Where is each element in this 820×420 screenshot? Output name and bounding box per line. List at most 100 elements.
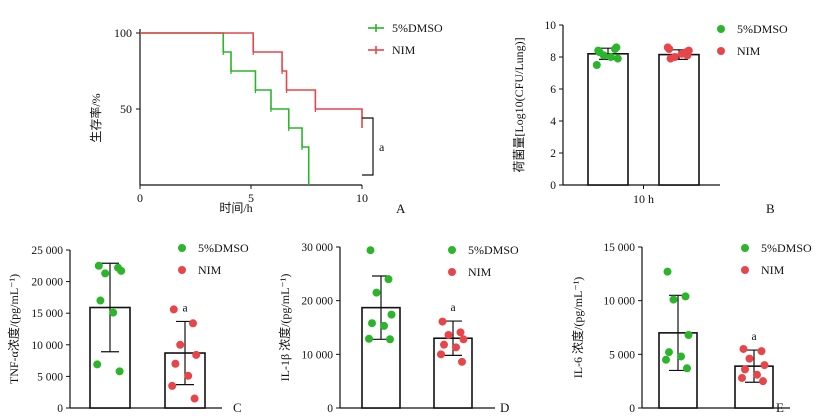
panel-b-bacterial-load-chart: 0 2 4 6 8 10 荷菌量[Log10(CFU/Lung)] 10 h 5%DMSO NIM… bbox=[512, 20, 788, 216]
legend-label: NIM bbox=[761, 263, 785, 277]
panel-c-tnf-alpha-chart: 0 5 000 10 000 15 000 20 000 25 000 TNF-α浓度/(p… bbox=[6, 241, 249, 415]
data-point-nim bbox=[184, 371, 193, 380]
data-point-dmso bbox=[109, 308, 118, 317]
y-axis-title: IL-6 浓度/(pg/mL⁻¹) bbox=[570, 277, 585, 379]
legend-dot-marker bbox=[448, 246, 456, 254]
significance-letter: a bbox=[751, 331, 756, 343]
legend-dot-marker bbox=[178, 266, 186, 274]
y-tick-label: 0 bbox=[327, 403, 333, 415]
panel-label-a: A bbox=[396, 201, 406, 216]
panel-a-survival-chart: 0 5 10 50 100 时间/h 生存率/% a 5%DMSO NIM A bbox=[88, 21, 443, 216]
data-point-dmso bbox=[606, 53, 615, 61]
data-point-nim bbox=[663, 43, 672, 52]
data-point-dmso bbox=[683, 364, 691, 373]
x-tick-label: 0 bbox=[137, 191, 143, 205]
legend-label: 5%DMSO bbox=[468, 243, 519, 257]
y-axis-title: 生存率/% bbox=[88, 93, 103, 142]
y-tick-label: 0 bbox=[629, 403, 635, 415]
data-point-dmso bbox=[663, 267, 672, 276]
legend-label: 5%DMSO bbox=[761, 241, 812, 255]
panel-e-il6-chart: 0 5 000 10 000 15 000 IL-6 浓度/(pg/mL⁻¹) a 5%DM… bbox=[570, 241, 812, 415]
y-tick-label: 0 bbox=[57, 403, 63, 415]
significance-bracket bbox=[362, 117, 374, 176]
y-tick-label: 50 bbox=[120, 102, 132, 116]
data-point-nim bbox=[741, 365, 749, 374]
y-tick-label: 5 000 bbox=[37, 371, 63, 383]
data-point-nim bbox=[440, 340, 448, 349]
panel-label-c: C bbox=[233, 400, 242, 415]
data-point-dmso bbox=[665, 348, 673, 357]
y-tick-label: 15 000 bbox=[603, 242, 635, 254]
data-point-nim bbox=[458, 357, 466, 366]
data-point-nim bbox=[759, 377, 767, 386]
y-tick-label: 10 bbox=[545, 20, 557, 32]
y-tick-label: 100 bbox=[114, 26, 132, 40]
data-point-dmso bbox=[372, 288, 381, 297]
data-point-nim bbox=[452, 343, 460, 352]
data-point-dmso bbox=[387, 310, 396, 319]
y-tick-label: 5 000 bbox=[609, 349, 635, 361]
data-point-dmso bbox=[592, 61, 601, 69]
bar-dmso bbox=[587, 52, 629, 186]
x-category-label: 10 h bbox=[633, 192, 654, 206]
data-point-dmso bbox=[93, 360, 102, 369]
data-point-dmso bbox=[365, 334, 373, 343]
data-point-nim bbox=[189, 319, 197, 328]
data-point-nim bbox=[168, 381, 177, 390]
legend-label: NIM bbox=[392, 43, 416, 57]
data-point-dmso bbox=[368, 319, 376, 328]
y-tick-label: 20 000 bbox=[31, 277, 63, 289]
survival-curve-dmso bbox=[140, 32, 310, 185]
legend-label: 5%DMSO bbox=[737, 22, 788, 36]
y-tick-label: 8 bbox=[550, 52, 556, 64]
data-point-dmso bbox=[684, 331, 693, 340]
data-point-dmso bbox=[96, 296, 105, 305]
panel-d-il1b-chart: 0 10 000 20 000 30 000 IL-1β 浓度/(pg/mL⁻¹) a 5%… bbox=[277, 242, 519, 415]
data-point-nim bbox=[753, 370, 761, 379]
data-point-nim bbox=[456, 328, 465, 337]
data-point-dmso bbox=[115, 367, 124, 376]
significance-letter: a bbox=[379, 140, 385, 154]
x-tick-label: 5 bbox=[248, 191, 254, 205]
data-point-nim bbox=[666, 54, 675, 63]
data-point-dmso bbox=[613, 54, 622, 63]
data-point-nim bbox=[745, 354, 754, 363]
data-point-dmso bbox=[595, 48, 604, 57]
x-tick-label: 10 bbox=[356, 191, 368, 205]
panel-label-b: B bbox=[766, 201, 775, 216]
panel-label-d: D bbox=[500, 400, 509, 415]
legend-dot-marker bbox=[741, 266, 749, 274]
data-point-nim bbox=[683, 51, 692, 60]
data-point-dmso bbox=[380, 321, 388, 330]
data-point-dmso bbox=[662, 355, 670, 364]
y-axis-title: TNF-α浓度/(pg/mL⁻¹) bbox=[6, 274, 21, 384]
data-point-dmso bbox=[386, 335, 394, 344]
y-tick-label: 4 bbox=[550, 116, 556, 128]
legend-label: 5%DMSO bbox=[392, 21, 443, 35]
y-tick-label: 10 000 bbox=[603, 296, 635, 308]
y-tick-label: 20 000 bbox=[301, 296, 333, 308]
data-point-nim bbox=[738, 373, 746, 382]
data-point-nim bbox=[437, 350, 445, 359]
y-tick-label: 0 bbox=[550, 180, 556, 192]
y-tick-label: 25 000 bbox=[31, 245, 63, 257]
data-point-nim bbox=[192, 350, 201, 359]
y-tick-label: 30 000 bbox=[301, 242, 333, 254]
legend-label: 5%DMSO bbox=[198, 241, 249, 255]
legend-dot-marker bbox=[741, 244, 749, 252]
y-axis-title: 荷菌量[Log10(CFU/Lung)] bbox=[512, 37, 526, 172]
data-point-dmso bbox=[669, 295, 678, 304]
data-point-dmso bbox=[117, 266, 126, 275]
y-tick-label: 10 000 bbox=[31, 340, 63, 352]
significance-letter: a bbox=[450, 302, 455, 314]
data-point-dmso bbox=[101, 269, 110, 278]
legend-dot-marker bbox=[717, 47, 725, 55]
survival-curve-nim bbox=[140, 32, 363, 128]
data-point-dmso bbox=[612, 43, 621, 52]
y-tick-label: 15 000 bbox=[31, 308, 63, 320]
legend-dot-marker bbox=[448, 268, 456, 276]
legend-dot-marker bbox=[178, 244, 186, 252]
data-point-nim bbox=[739, 344, 748, 353]
data-point-nim bbox=[176, 340, 185, 349]
